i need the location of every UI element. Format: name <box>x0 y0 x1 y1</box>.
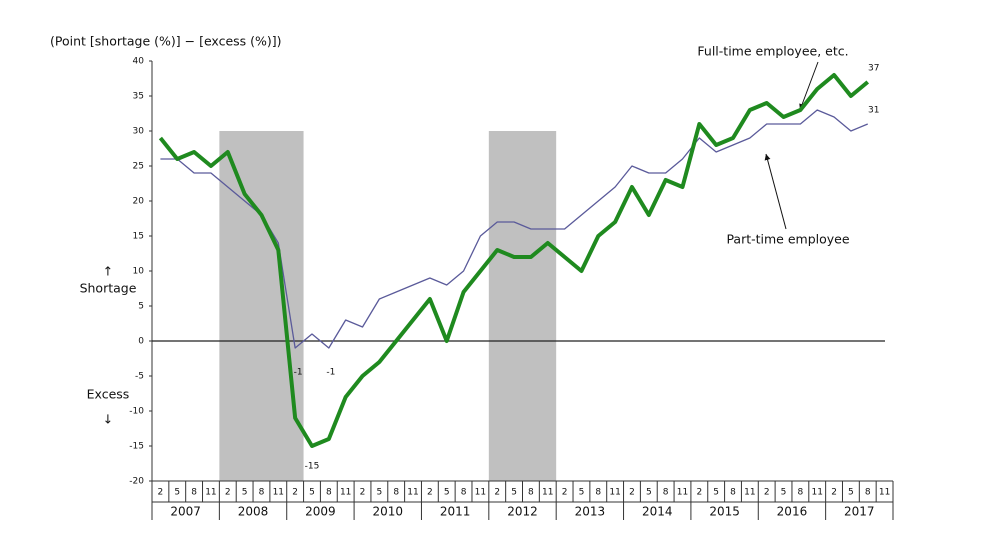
shortage-label: Shortage <box>80 281 137 296</box>
series-line <box>158 73 870 448</box>
year-label: 2009 <box>305 505 336 519</box>
x-tick-label: 11 <box>475 488 486 498</box>
year-label: 2016 <box>777 505 808 519</box>
data-label: 37 <box>868 64 879 74</box>
year-label: 2010 <box>372 505 403 519</box>
year-label: 2012 <box>507 505 538 519</box>
x-tick-label: 2 <box>225 488 231 498</box>
x-tick-label: 5 <box>511 488 517 498</box>
shaded-period <box>219 131 304 481</box>
x-tick-label: 2 <box>360 488 366 498</box>
x-tick-label: 8 <box>191 488 197 498</box>
y-tick-label: 20 <box>133 197 145 207</box>
x-tick-label: 5 <box>376 488 382 498</box>
x-tick-label: 11 <box>205 488 216 498</box>
x-tick-label: 11 <box>879 488 890 498</box>
shortage-arrow: ↑ <box>103 264 113 279</box>
x-tick-label: 5 <box>309 488 315 498</box>
x-tick-label: 8 <box>663 488 669 498</box>
x-tick-label: 11 <box>273 488 284 498</box>
x-tick-label: 5 <box>444 488 450 498</box>
y-tick-label: -15 <box>129 442 144 452</box>
x-tick-label: 5 <box>646 488 652 498</box>
x-tick-label: 11 <box>542 488 553 498</box>
y-tick-label: 15 <box>133 232 144 242</box>
y-tick-label: 25 <box>133 162 144 172</box>
x-tick-label: 5 <box>174 488 180 498</box>
x-tick-label: 2 <box>764 488 770 498</box>
excess-label: Excess <box>87 387 130 402</box>
x-tick-label: 8 <box>461 488 467 498</box>
data-label: 31 <box>868 106 879 116</box>
y-tick-label: -10 <box>129 407 144 417</box>
data-label: -15 <box>305 462 320 472</box>
shaded-period <box>488 131 557 481</box>
y-tick-label: 5 <box>138 302 144 312</box>
y-tick-label: -5 <box>135 372 144 382</box>
excess-arrow: ↓ <box>103 412 113 427</box>
x-tick-label: 11 <box>407 488 418 498</box>
year-label: 2014 <box>642 505 673 519</box>
x-tick-label: 5 <box>713 488 719 498</box>
series-line <box>160 109 868 349</box>
x-tick-label: 11 <box>744 488 755 498</box>
x-tick-label: 5 <box>579 488 585 498</box>
x-tick-label: 2 <box>629 488 635 498</box>
x-tick-label: 8 <box>259 488 265 498</box>
y-tick-label: 35 <box>133 92 144 102</box>
x-tick-label: 2 <box>292 488 298 498</box>
x-tick-label: 5 <box>848 488 854 498</box>
y-tick-label: 0 <box>138 337 144 347</box>
y-axis-label: (Point [shortage (%)] − [excess (%)]) <box>50 34 282 49</box>
x-tick-label: 5 <box>242 488 248 498</box>
year-label: 2015 <box>709 505 740 519</box>
year-label: 2011 <box>440 505 471 519</box>
x-tick-label: 2 <box>696 488 702 498</box>
x-tick-label: 8 <box>393 488 399 498</box>
x-tick-label: 8 <box>798 488 804 498</box>
y-tick-label: 30 <box>133 127 145 137</box>
x-tick-label: 11 <box>811 488 822 498</box>
data-label: -1 <box>326 368 335 378</box>
x-tick-label: 11 <box>609 488 620 498</box>
year-label: 2017 <box>844 505 875 519</box>
series-label: Part-time employee <box>726 232 849 247</box>
x-tick-label: 2 <box>427 488 433 498</box>
x-tick-label: 11 <box>677 488 688 498</box>
x-tick-label: 11 <box>340 488 351 498</box>
x-tick-label: 8 <box>595 488 601 498</box>
annotation-arrow <box>764 153 787 230</box>
year-label: 2007 <box>170 505 201 519</box>
y-tick-label: -20 <box>129 477 144 487</box>
x-tick-label: 8 <box>865 488 871 498</box>
x-tick-label: 8 <box>326 488 332 498</box>
x-tick-label: 2 <box>831 488 837 498</box>
x-tick-label: 8 <box>528 488 534 498</box>
year-label: 2013 <box>575 505 606 519</box>
x-tick-label: 2 <box>562 488 568 498</box>
x-tick-label: 2 <box>158 488 164 498</box>
series-label: Full-time employee, etc. <box>697 44 848 59</box>
year-label: 2008 <box>238 505 269 519</box>
x-tick-label: 8 <box>730 488 736 498</box>
y-tick-label: 10 <box>133 267 145 277</box>
data-label: -1 <box>294 368 303 378</box>
x-tick-label: 2 <box>494 488 500 498</box>
annotation-arrow <box>799 61 819 111</box>
x-tick-label: 5 <box>781 488 787 498</box>
y-tick-label: 40 <box>133 57 145 67</box>
